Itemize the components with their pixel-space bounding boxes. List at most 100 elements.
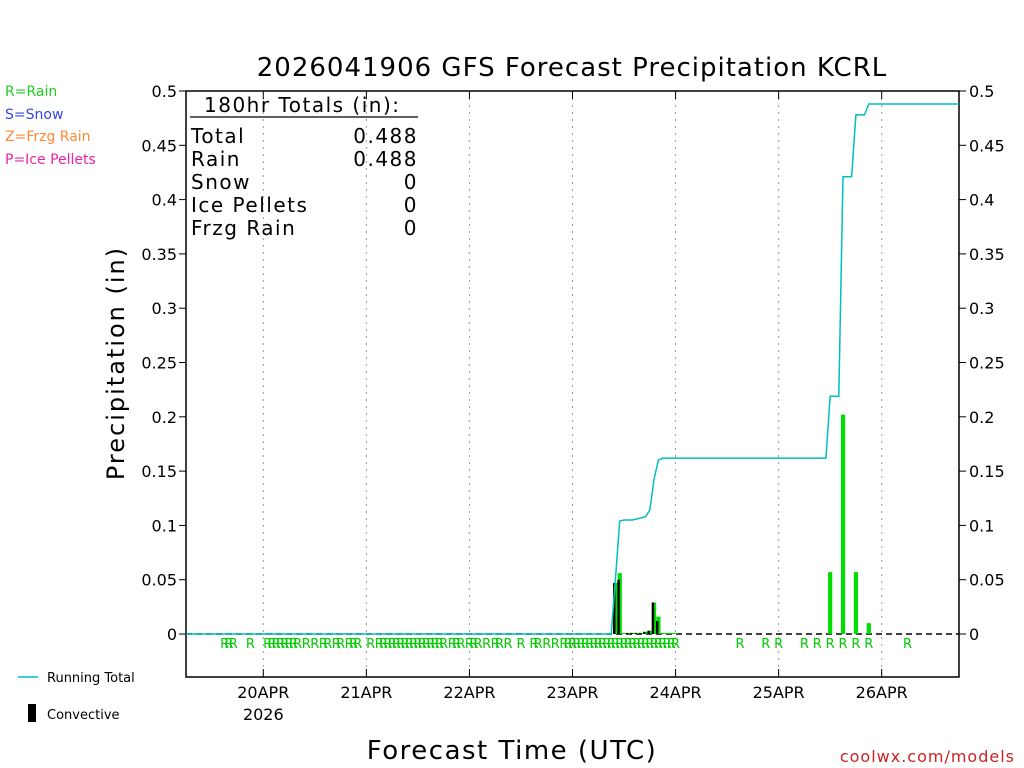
ptype-legend: R=Rain S=Snow Z=Frzg Rain P=Ice Pellets [5,84,96,168]
convective-bar [625,632,629,634]
y-axis-left-ticks: 0 0.05 0.1 0.15 0.2 0.25 0.3 0.35 0.4 0.45 0.5 [141,82,186,644]
y-tick-label-right: 0.4 [969,191,994,210]
legend-frzg-rain-text: Z=Frzg Rain [5,129,91,145]
x-tick-label: 26APR [856,683,908,702]
y-tick-label-right: 0.3 [969,299,994,318]
ptype-marker: R [851,637,860,652]
precip-bars [613,414,871,634]
ptype-marker: R [319,637,328,652]
convective-bars [613,579,659,634]
totals-heading: 180hr Totals (in): [204,93,401,117]
convective-bar [638,632,642,634]
ptype-marker: R [589,637,598,652]
convective-legend-text: Convective [47,708,120,723]
precip-bar [840,414,846,634]
y-tick-label-right: 0 [969,625,979,644]
legend-rain-text: R=Rain [5,84,57,100]
ptype-marker: R [396,637,405,652]
ptype-marker: R [559,637,568,652]
ptype-marker: R [598,637,607,652]
ptype-marker: R [607,637,616,652]
convective-swatch [28,704,36,722]
ptype-marker: R [839,637,848,652]
ptype-marker: R [280,637,289,652]
y-tick-label-left: 0.2 [152,408,177,427]
ptype-marker: R [594,637,603,652]
ptype-marker: R [624,637,633,652]
y-tick-label-left: 0.45 [141,136,177,155]
ptype-marker: R [903,637,912,652]
x-tick-label: 24APR [650,683,702,702]
ptype-marker: R [564,637,573,652]
running-total-line [186,103,959,635]
ptype-marker: R [529,637,538,652]
ptype-marker: R [349,637,358,652]
precip-bar [853,572,859,634]
ptype-marker: R [504,637,513,652]
ptype-marker: R [585,637,594,652]
totals-rain-label: Rain [191,147,241,171]
ptype-marker: R [435,637,444,652]
ptype-marker: R [229,637,238,652]
ptype-marker: R [826,637,835,652]
totals-snow-value: 0 [404,170,418,194]
y-tick-label-right: 0.45 [969,136,1005,155]
precip-bar [866,623,871,634]
ptype-marker: R [654,637,663,652]
y-tick-label-left: 0 [167,625,177,644]
ptype-marker: R [495,637,504,652]
precip-bar [664,632,670,634]
x-axis-ticks: 20APR 2026 21APR 22APR 23APR 24APR 25APR 26APR [237,91,908,724]
ptype-marker: R [774,637,783,652]
ptype-marker: R [345,637,354,652]
ptype-marker: R [267,637,276,652]
ptype-marker: R [735,637,744,652]
totals-ice-pellets-label: Ice Pellets [191,193,308,217]
x-tick-label: 20APR [237,683,289,702]
ptype-marker: R [615,637,624,652]
ptype-marker: R [289,637,298,652]
precip-bar [621,632,627,634]
ptype-marker: R [422,637,431,652]
ptype-marker: R [418,637,427,652]
totals-total-value: 0.488 [353,124,418,148]
convective-bar [643,631,646,634]
x-axis-label: Forecast Time (UTC) [367,736,658,766]
ptype-marker: R [388,637,397,652]
ptype-marker: R [246,637,255,652]
y-tick-label-right: 0.05 [969,571,1005,590]
y-tick-label-left: 0.05 [141,571,177,590]
ptype-marker: R [637,637,646,652]
precip-bar [643,631,648,634]
ptype-marker: R [272,637,281,652]
y-tick-label-left: 0.35 [141,245,177,264]
ptype-marker: R [568,637,577,652]
precip-bar [673,632,678,634]
x-tick-label: 25APR [753,683,805,702]
ptype-marker: R [491,637,500,652]
y-tick-label-right: 0.5 [969,82,994,101]
y-tick-label-right: 0.1 [969,516,994,535]
ptype-marker: R [456,637,465,652]
ptype-marker: R [542,637,551,652]
ptype-marker: R [650,637,659,652]
convective-bar [613,582,616,634]
ptype-marker: R [645,637,654,652]
ptype-marker: R [667,637,676,652]
ptype-marker: R [220,637,229,652]
ptype-marker: R [431,637,440,652]
y-tick-label-left: 0.4 [152,191,177,210]
ptype-marker: R [602,637,611,652]
ptype-marker: R [581,637,590,652]
convective-bar [630,632,633,634]
ptype-marker: R [392,637,401,652]
ptype-marker: R [366,637,375,652]
ptype-marker: R [641,637,650,652]
ptype-marker: R [332,637,341,652]
ptype-marker: R [577,637,586,652]
series-legend: Running Total Convective [18,671,135,723]
ptype-marker: R [285,637,294,652]
totals-frzg-rain-label: Frzg Rain [191,216,296,240]
ptype-marker: R [482,637,491,652]
